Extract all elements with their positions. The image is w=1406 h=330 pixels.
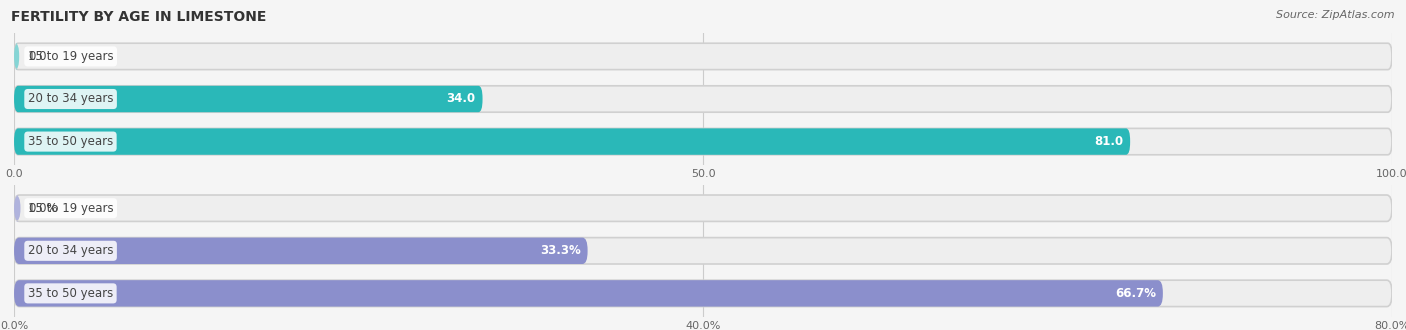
- Text: 20 to 34 years: 20 to 34 years: [28, 92, 114, 106]
- Text: 34.0: 34.0: [447, 92, 475, 106]
- FancyBboxPatch shape: [14, 238, 1392, 264]
- FancyBboxPatch shape: [14, 238, 588, 264]
- Text: 15 to 19 years: 15 to 19 years: [28, 202, 114, 215]
- FancyBboxPatch shape: [14, 86, 482, 112]
- FancyBboxPatch shape: [14, 128, 1392, 155]
- FancyBboxPatch shape: [14, 280, 1163, 307]
- Text: Source: ZipAtlas.com: Source: ZipAtlas.com: [1277, 10, 1395, 20]
- Text: 35 to 50 years: 35 to 50 years: [28, 287, 112, 300]
- FancyBboxPatch shape: [14, 128, 1130, 155]
- Text: 20 to 34 years: 20 to 34 years: [28, 244, 114, 257]
- FancyBboxPatch shape: [14, 280, 1392, 307]
- FancyBboxPatch shape: [14, 43, 20, 70]
- Text: 33.3%: 33.3%: [540, 244, 581, 257]
- FancyBboxPatch shape: [14, 43, 1392, 70]
- FancyBboxPatch shape: [14, 86, 1392, 112]
- FancyBboxPatch shape: [14, 195, 1392, 221]
- Text: 0.0%: 0.0%: [28, 202, 58, 215]
- FancyBboxPatch shape: [14, 195, 21, 221]
- Text: 0.0: 0.0: [28, 50, 46, 63]
- Text: FERTILITY BY AGE IN LIMESTONE: FERTILITY BY AGE IN LIMESTONE: [11, 10, 267, 24]
- Text: 35 to 50 years: 35 to 50 years: [28, 135, 112, 148]
- Text: 66.7%: 66.7%: [1115, 287, 1156, 300]
- Text: 81.0: 81.0: [1094, 135, 1123, 148]
- Text: 15 to 19 years: 15 to 19 years: [28, 50, 114, 63]
